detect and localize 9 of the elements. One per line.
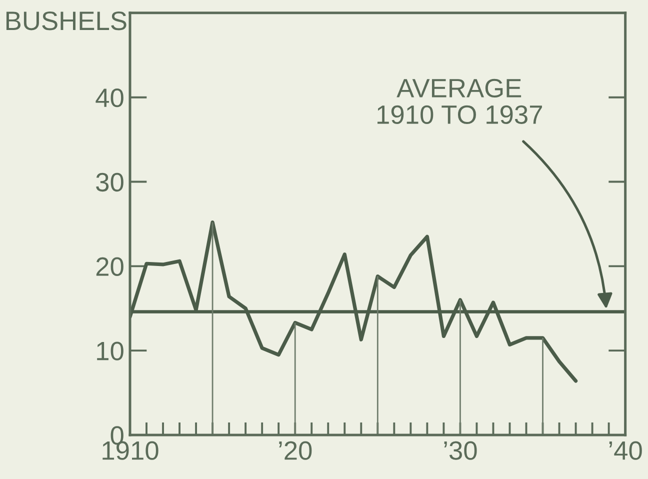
y-tick-label: 10	[97, 342, 124, 360]
ref-line-label: AVERAGE 1910 TO 1937	[378, 78, 542, 124]
x-tick-label: ’40	[609, 441, 642, 460]
y-tick-label: 40	[96, 88, 124, 108]
y-axis-title: BUSHELS	[6, 12, 126, 30]
x-tick-label: ’20	[279, 441, 312, 460]
y-tick-label: 20	[96, 257, 124, 276]
y-tick-label: 30	[96, 172, 124, 192]
x-tick-label: ’30	[444, 441, 477, 460]
